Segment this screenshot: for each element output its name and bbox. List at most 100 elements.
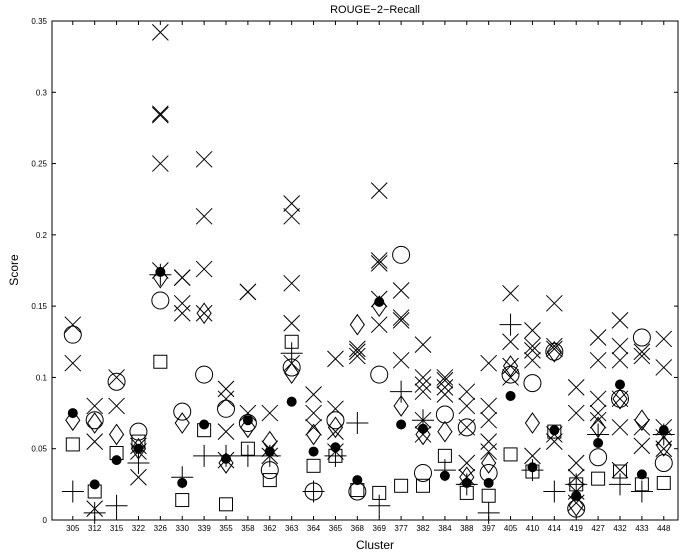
x-tick-label: 382 [416, 524, 430, 533]
y-tick-label: 0.2 [36, 231, 48, 240]
x-marker [283, 207, 301, 225]
diamond-marker [108, 423, 125, 446]
square-marker [481, 488, 496, 503]
open-circle-marker [85, 411, 104, 430]
x-marker [283, 274, 301, 292]
x-marker [480, 433, 498, 450]
x-marker [64, 354, 82, 372]
plus-marker [280, 342, 303, 365]
open-circle-marker [370, 365, 389, 384]
x-tick-label: 410 [526, 524, 540, 533]
x-marker [151, 155, 169, 172]
open-circle-marker [414, 463, 433, 482]
x-tick-label: 377 [394, 524, 408, 533]
diamond-marker [502, 355, 519, 377]
diamond-marker [240, 416, 256, 439]
plus-marker [193, 444, 216, 467]
open-circle-marker [129, 422, 148, 441]
open-circle-marker [173, 402, 192, 421]
plus-marker [565, 473, 588, 496]
x-marker [611, 390, 629, 408]
plus-marker [390, 380, 413, 403]
x-marker [173, 304, 191, 322]
filled-circle-marker [89, 479, 100, 490]
x-marker [436, 379, 454, 396]
x-marker [64, 316, 82, 334]
plus-marker [652, 423, 675, 446]
open-circle-marker [654, 453, 673, 472]
x-marker [480, 411, 498, 429]
x-marker [545, 433, 563, 450]
diamond-marker [349, 313, 365, 336]
square-marker [197, 423, 212, 438]
square-marker [656, 475, 671, 490]
plus-marker [412, 409, 435, 432]
x-tick-label: 339 [197, 524, 211, 533]
diamond-marker [284, 362, 300, 385]
x-marker [414, 383, 432, 401]
y-tick-label: 0.05 [31, 445, 47, 454]
x-marker [611, 337, 629, 355]
diamond-marker [393, 395, 409, 417]
square-marker [153, 354, 168, 369]
x-tick-label: 322 [132, 524, 146, 533]
diamond-marker [65, 409, 81, 432]
x-marker [633, 437, 651, 455]
x-marker [195, 150, 213, 168]
x-marker [327, 350, 344, 368]
open-circle-marker [501, 365, 520, 384]
diamond-marker [656, 434, 672, 457]
x-marker [195, 207, 213, 225]
x-marker [239, 283, 257, 301]
x-marker [502, 369, 519, 386]
x-marker [392, 312, 410, 329]
open-circle-marker [151, 291, 170, 310]
x-marker [195, 304, 213, 322]
x-marker [524, 322, 541, 339]
square-marker [175, 493, 190, 508]
diamond-marker [546, 340, 562, 363]
y-axis: 0 0.05 0.1 0.15 0.2 0.25 0.3 0.35 [31, 17, 678, 525]
open-circle-marker [457, 418, 476, 437]
x-tick-label: 315 [110, 524, 124, 533]
x-marker [458, 454, 476, 472]
x-marker [589, 390, 607, 408]
x-marker [86, 433, 104, 450]
x-marker [370, 182, 388, 200]
plus-marker [433, 459, 456, 482]
x-tick-label: 448 [657, 524, 671, 533]
square-marker [131, 434, 146, 449]
x-marker [173, 269, 191, 286]
x-marker [348, 347, 366, 365]
x-marker [545, 294, 563, 312]
x-tick-label: 326 [154, 524, 168, 533]
diamond-marker [415, 423, 431, 446]
plus-marker [215, 444, 238, 467]
x-marker [633, 347, 651, 365]
diamond-marker [481, 452, 497, 474]
square-marker [394, 478, 409, 493]
x-marker [633, 343, 651, 361]
open-circle-marker [238, 414, 257, 433]
open-circle-marker [523, 374, 542, 393]
x-marker [567, 379, 585, 396]
diamond-marker [437, 420, 453, 443]
plus-marker [543, 480, 566, 503]
x-marker [305, 386, 322, 403]
x-marker [436, 369, 454, 386]
x-marker [611, 351, 629, 369]
x-tick-label: 312 [88, 524, 102, 533]
filled-circle-marker [67, 408, 78, 419]
x-tick-label: 364 [307, 524, 321, 533]
filled-circle-marker [549, 425, 560, 436]
x-marker [524, 341, 541, 359]
x-tick-label: 330 [176, 524, 190, 533]
filled-circle-marker [199, 419, 210, 430]
filled-circle-marker [308, 446, 319, 457]
x-marker [567, 404, 585, 422]
x-marker [567, 454, 585, 472]
x-tick-label: 369 [373, 524, 387, 533]
x-marker [589, 329, 607, 346]
x-marker [239, 404, 257, 422]
y-tick-label: 0.25 [31, 160, 47, 169]
